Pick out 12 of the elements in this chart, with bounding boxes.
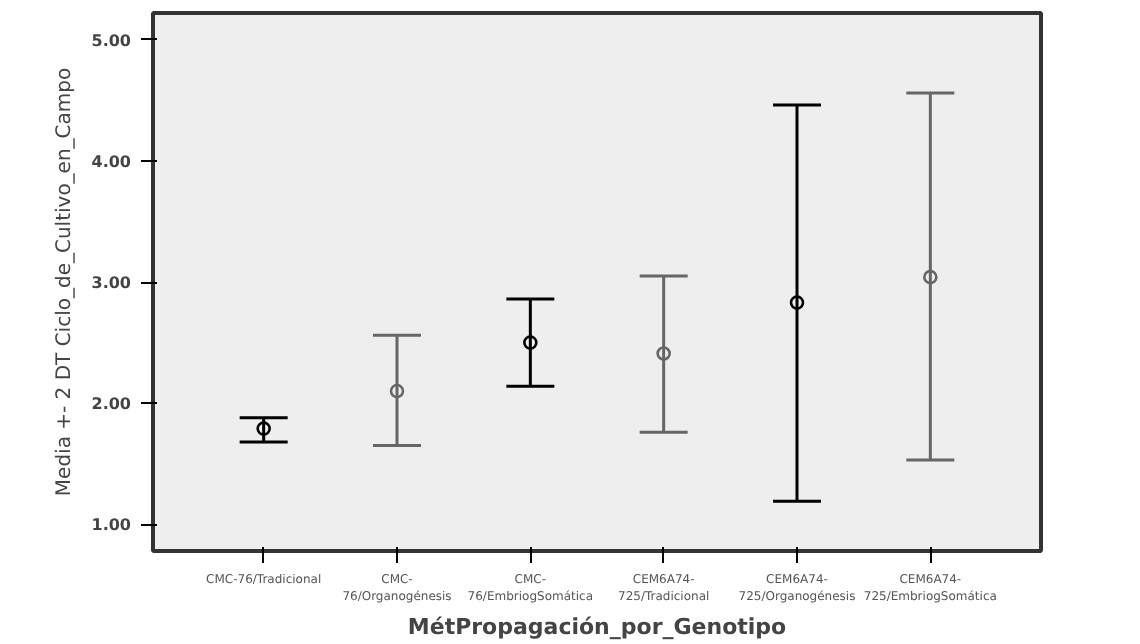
y-tick-label: 4.00: [91, 152, 132, 171]
x-axis-title: MétPropagación_por_Genotipo: [407, 613, 788, 640]
point: [656, 346, 671, 361]
point: [923, 269, 938, 285]
y-tick-label: 3.00: [91, 274, 132, 292]
point: [256, 421, 271, 436]
point: [389, 383, 405, 399]
y-tick-label: 1.00: [91, 516, 132, 535]
point: [789, 295, 805, 310]
y-tick-label: 5.00: [91, 31, 132, 50]
y-axis-title: Media +- 2 DT Ciclo_de_Cultivo_en_Campo: [53, 67, 76, 497]
y-tick-label: 2.00: [91, 395, 132, 414]
